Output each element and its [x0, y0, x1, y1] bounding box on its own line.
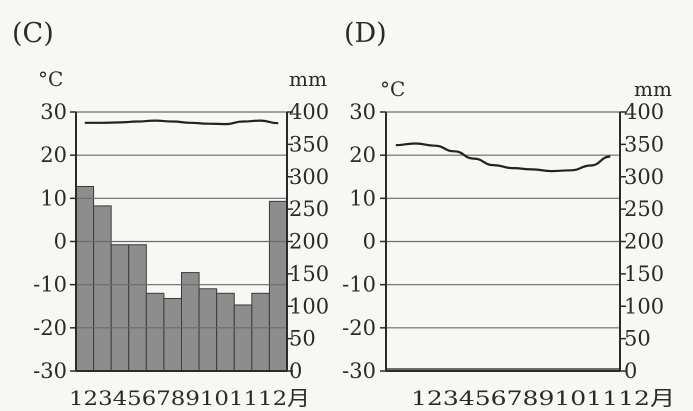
precip-bar-3 [110, 244, 130, 372]
right-tick-label: 200 [289, 230, 329, 254]
right-tick-label: 350 [289, 132, 329, 156]
precip-bar-5 [145, 292, 165, 372]
left-tick-label: -30 [33, 359, 67, 383]
left-axis-unit: °C [38, 67, 63, 91]
month-tick-label: 123456789101112月 [69, 386, 310, 410]
precip-bar-2 [93, 205, 112, 372]
left-tick-label: 20 [40, 143, 67, 167]
right-tick-label: 50 [624, 327, 651, 351]
precip-bar-6 [163, 297, 182, 372]
right-tick-label: 150 [624, 262, 664, 286]
precip-bar-1 [75, 185, 95, 372]
right-tick-label: 150 [289, 262, 329, 286]
right-axis-unit: mm [289, 67, 327, 91]
climate-chart-c: (C)°C mm3020100-10-20-3040035030025020015… [12, 18, 329, 410]
left-tick-label: 30 [349, 100, 376, 124]
left-tick-label: 0 [54, 230, 67, 254]
right-tick-label: 50 [289, 327, 316, 351]
left-tick-label: 10 [349, 186, 376, 210]
right-tick-label: 0 [624, 359, 637, 383]
left-tick-label: 20 [349, 143, 376, 167]
right-tick-label: 100 [289, 294, 329, 318]
right-tick-label: 400 [624, 100, 664, 124]
right-tick-label: 300 [289, 165, 329, 189]
right-tick-label: 350 [624, 132, 664, 156]
precip-bar-11 [251, 292, 270, 372]
right-tick-label: 250 [289, 197, 329, 221]
right-tick-label: 250 [624, 197, 664, 221]
left-tick-label: -20 [342, 316, 376, 340]
precip-bar-7 [181, 272, 200, 372]
right-tick-label: 400 [289, 100, 329, 124]
month-tick-label: 123456789101112月 [411, 386, 675, 410]
left-axis-unit: °C [380, 77, 405, 101]
left-tick-label: -10 [342, 273, 376, 297]
left-tick-label: 30 [40, 100, 67, 124]
panel-label: (D) [344, 18, 387, 49]
precip-bar-12 [268, 200, 288, 372]
left-tick-label: -10 [33, 273, 67, 297]
precip-bar-9 [216, 292, 235, 372]
precip-baseline-band [386, 368, 620, 371]
right-axis-unit: mm [634, 77, 672, 101]
left-tick-label: -20 [33, 316, 67, 340]
right-tick-label: 200 [624, 230, 664, 254]
temperature-line [84, 119, 279, 126]
left-tick-label: 0 [363, 230, 376, 254]
panel-label: (C) [12, 18, 54, 49]
left-tick-label: 10 [40, 186, 67, 210]
left-tick-label: -30 [342, 359, 376, 383]
temperature-line [395, 142, 611, 173]
precip-bar-8 [198, 288, 218, 372]
precip-bar-4 [128, 244, 147, 372]
right-tick-label: 300 [624, 165, 664, 189]
precip-bar-10 [233, 304, 253, 372]
right-tick-label: 0 [289, 359, 302, 383]
right-tick-label: 100 [624, 294, 664, 318]
climate-chart-d: (D)°C mm3020100-10-20-3040035030025020015… [342, 18, 675, 410]
